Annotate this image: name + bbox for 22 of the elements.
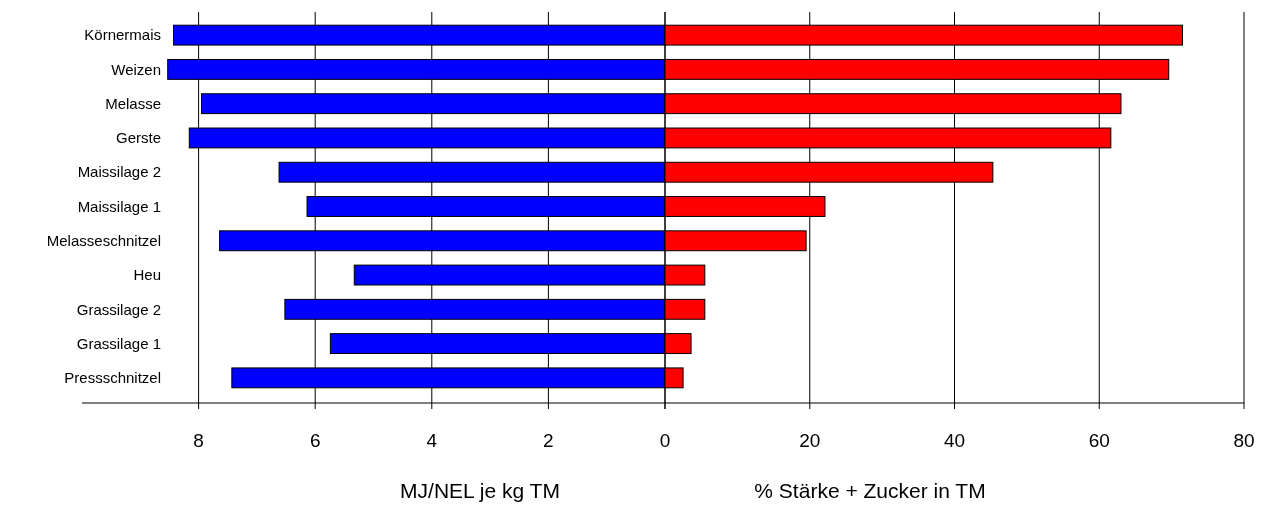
- y-tick-label: Körnermais: [84, 26, 161, 44]
- x-axis-title: % Stärke + Zucker in TM: [754, 479, 986, 502]
- x-tick-label: 6: [309, 430, 321, 451]
- x-tick-label: 20: [799, 430, 821, 451]
- x-tick-label: 8: [193, 430, 204, 451]
- y-tick-label: Maissilage 1: [77, 197, 161, 215]
- y-tick-label: Grassilage 1: [76, 334, 161, 352]
- y-tick-label: Pressschnitzel: [64, 369, 161, 387]
- x-tick-label: 60: [1088, 430, 1110, 451]
- y-tick-label: Grassilage 2: [76, 300, 161, 318]
- x-tick-label: 2: [543, 430, 554, 451]
- y-tick-label: Melasseschnitzel: [46, 232, 161, 250]
- x-axis-title: MJ/NEL je kg TM: [400, 479, 560, 502]
- x-tick-label: 80: [1233, 430, 1255, 451]
- x-tick-label: 0: [659, 430, 671, 451]
- y-tick-label: Weizen: [111, 60, 161, 78]
- y-tick-label: Heu: [133, 266, 161, 284]
- y-tick-label: Maissilage 2: [77, 163, 161, 181]
- y-tick-label: Gerste: [115, 129, 161, 147]
- x-tick-label: 40: [943, 430, 966, 451]
- y-tick-label: Melasse: [105, 94, 161, 112]
- x-tick-label: 4: [426, 430, 438, 451]
